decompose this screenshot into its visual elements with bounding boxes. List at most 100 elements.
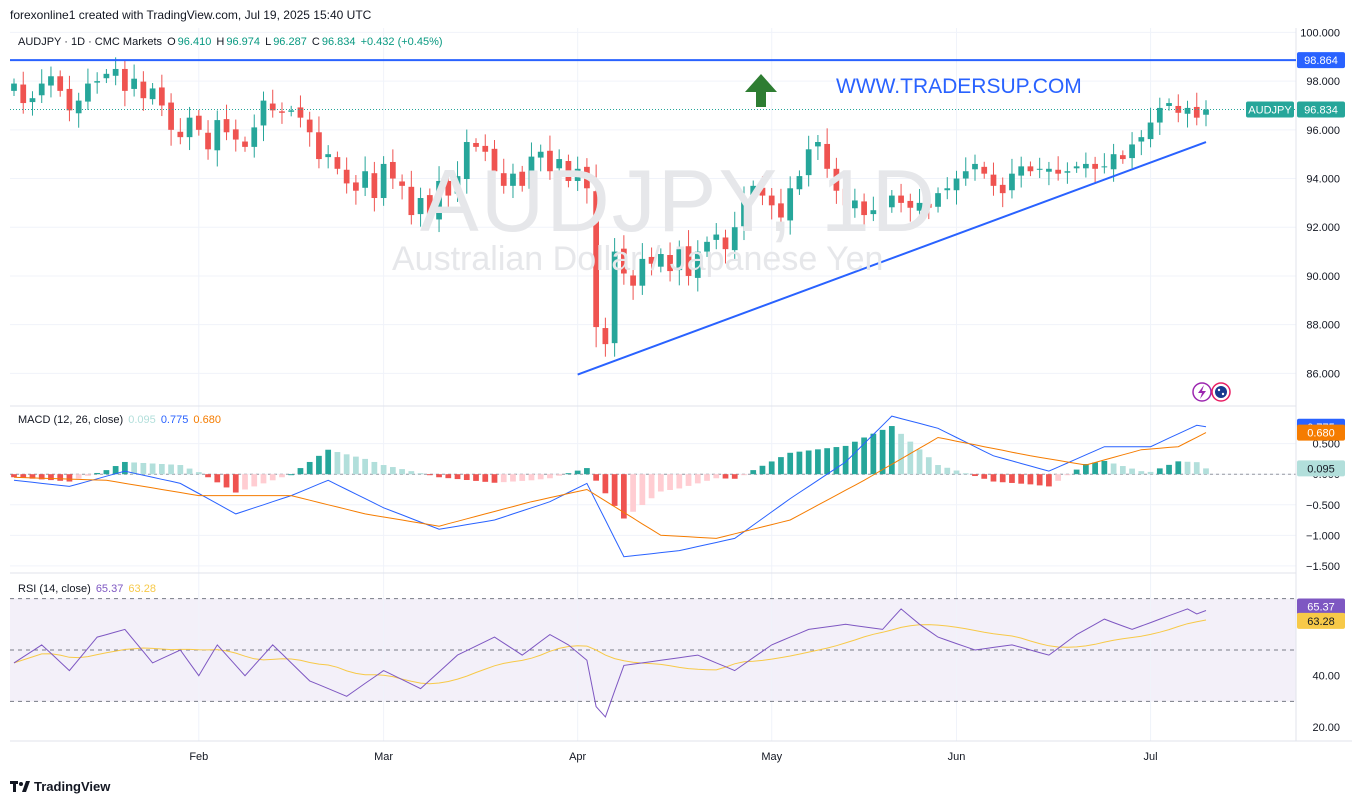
macd-histogram-bar (251, 474, 258, 487)
candle-body (436, 180, 442, 220)
time-tick-label: Apr (569, 751, 586, 763)
candle-body (177, 131, 184, 138)
candle-body (657, 254, 664, 267)
candle-body (57, 76, 64, 91)
macd-histogram-bar (833, 447, 840, 475)
candle-body (205, 132, 211, 150)
macd-histogram-bar (1101, 460, 1108, 475)
candle-body (824, 143, 831, 169)
candle-body (916, 202, 923, 211)
last-price-tag-text: 96.834 (1304, 105, 1338, 117)
brand-name: TradingView (34, 779, 111, 794)
macd-histogram-bar (879, 429, 886, 475)
event-lightning-icon[interactable] (1192, 382, 1212, 402)
candle-body (1203, 109, 1209, 115)
macd-tick-label: −1.500 (1306, 561, 1340, 573)
candle-body (158, 87, 165, 106)
macd-histogram-bar (556, 474, 563, 476)
macd-histogram-bar (1147, 471, 1154, 475)
macd-histogram-bar (482, 474, 489, 482)
macd-histogram-bar (685, 474, 692, 486)
macd-histogram-bar (1083, 464, 1089, 475)
candle-body (879, 205, 886, 208)
macd-histogram-bar (1119, 466, 1126, 475)
candle-body (962, 171, 969, 179)
macd-tick-label: −0.500 (1306, 500, 1340, 512)
event-flag-icon[interactable] (1211, 382, 1231, 402)
macd-histogram-bar (944, 467, 951, 475)
candle-body (768, 195, 775, 206)
macd-histogram-bar (630, 474, 636, 512)
candle-body (75, 100, 82, 114)
candle-body (232, 129, 239, 140)
macd-histogram-bar (279, 474, 285, 478)
macd-histogram-bar (852, 441, 858, 475)
macd-histogram-bar (353, 456, 359, 475)
macd-histogram-bar (750, 470, 757, 475)
candle-body (870, 210, 877, 215)
candle-body (1073, 166, 1080, 169)
open-value: 96.410 (177, 36, 212, 48)
candle-body (251, 127, 258, 147)
candle-body (685, 246, 692, 276)
macd-histogram-bar (510, 474, 516, 482)
candle-body (482, 145, 489, 152)
candle-body (334, 157, 341, 169)
candle-body (990, 174, 997, 186)
macd-histogram-bar (399, 469, 405, 475)
macd-histogram-bar (861, 437, 867, 475)
macd-histogram-bar (1046, 474, 1052, 487)
macd-histogram-bar (408, 471, 415, 475)
candle-body (297, 107, 304, 118)
candle-body (852, 200, 858, 209)
candle-body (38, 83, 45, 96)
price-tick-label: 96.000 (1306, 125, 1340, 137)
high-label: H (216, 36, 225, 48)
macd-line-value: 0.775 (160, 414, 189, 426)
candle-body (953, 178, 960, 191)
macd-histogram-bar (1064, 474, 1071, 476)
macd-histogram-bar (177, 465, 184, 475)
candle-body (676, 249, 683, 271)
candle-body (29, 98, 36, 103)
candle-body (66, 88, 73, 111)
macd-histogram-bar (85, 474, 91, 476)
macd-histogram-bar (741, 474, 747, 476)
candle-body (1027, 166, 1034, 172)
candle-body (214, 120, 221, 151)
resistance-tag-text: 98.864 (1304, 55, 1338, 67)
candle-body (999, 184, 1006, 194)
tradingview-brand[interactable]: TradingView (10, 779, 110, 794)
rsi-pane (13, 608, 1207, 718)
macd-tick-label: −1.000 (1306, 530, 1340, 542)
candle-body (500, 173, 507, 186)
macd-histogram-bar (417, 473, 424, 475)
price-tick-label: 88.000 (1306, 320, 1340, 332)
candle-body (1147, 122, 1154, 140)
candle-body (168, 102, 174, 130)
candle-body (1193, 106, 1200, 118)
rsi-line (13, 608, 1207, 718)
candle-body (306, 119, 313, 133)
candle-body (648, 256, 655, 264)
candle-body (537, 151, 544, 158)
symbol-label[interactable]: AUDJPY · 1D · CMC Markets (18, 36, 163, 48)
macd-histogram-bar (343, 454, 350, 475)
rsi-title[interactable]: RSI (14, close) (18, 583, 91, 595)
time-tick-label: May (761, 751, 782, 763)
candle-body (112, 68, 119, 76)
macd-histogram-bar (1129, 468, 1135, 475)
price-tick-label: 90.000 (1306, 271, 1340, 283)
candle-body (343, 169, 350, 184)
low-value: 96.287 (273, 36, 307, 48)
candle-body (325, 154, 332, 158)
candle-body (704, 241, 710, 252)
candle-body (454, 176, 461, 194)
candle-body (1018, 166, 1025, 176)
macd-title[interactable]: MACD (12, 26, close) (18, 414, 124, 426)
macd-histogram-bar (158, 464, 165, 475)
candle-body (815, 142, 821, 147)
macd-histogram-bar (713, 474, 720, 479)
